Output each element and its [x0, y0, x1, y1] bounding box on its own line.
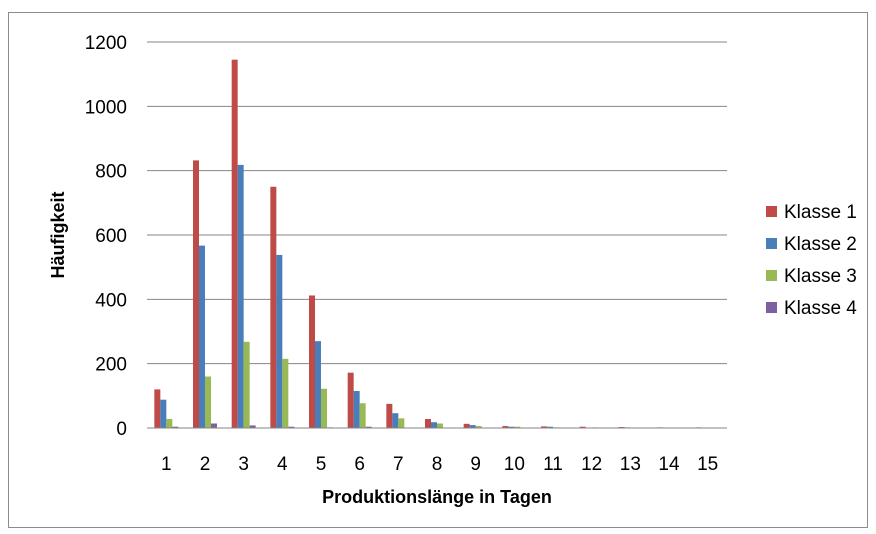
bar-klasse-3-cat-2	[205, 376, 211, 428]
y-axis-title: Häufigkeit	[48, 191, 68, 278]
x-tick-label: 2	[200, 454, 211, 475]
x-tick-label: 5	[316, 454, 327, 475]
y-tick-label: 200	[95, 355, 127, 376]
x-tick-label: 11	[543, 454, 563, 475]
x-tick-label: 8	[432, 454, 443, 475]
bar-klasse-2-cat-7	[392, 413, 399, 428]
bar-klasse-3-cat-9	[475, 426, 482, 428]
x-tick-label: 12	[581, 454, 602, 475]
bar-klasse-2-cat-11	[547, 426, 553, 428]
bar-klasse-3-cat-1	[166, 418, 173, 428]
bar-klasse-2-cat-4	[276, 254, 283, 428]
x-tick-label: 4	[277, 454, 288, 475]
x-tick-label: 3	[238, 454, 249, 475]
bar-klasse-3-cat-5	[321, 388, 327, 428]
legend-swatch-klasse-1	[766, 206, 777, 217]
bar-klasse-4-cat-3	[249, 425, 256, 428]
x-tick-label: 15	[697, 454, 718, 475]
legend-swatch-klasse-4	[766, 302, 777, 313]
bar-klasse-2-cat-2	[199, 245, 205, 428]
bar-klasse-1-cat-4	[270, 186, 277, 428]
legend-swatch-klasse-3	[766, 270, 777, 281]
bar-klasse-1-cat-3	[231, 59, 238, 429]
x-tick-label: 14	[658, 454, 680, 475]
bars	[154, 59, 702, 429]
legend-swatch-klasse-2	[766, 238, 777, 249]
bar-klasse-2-cat-3	[237, 164, 244, 429]
bar-klasse-4-cat-6	[365, 426, 372, 428]
bar-klasse-1-cat-6	[347, 372, 354, 428]
bar-klasse-1-cat-11	[541, 426, 548, 428]
x-tick-labels: 1 2 3 4 5 6 7 8 9 10 11 12 13 14 15	[161, 454, 718, 475]
legend-label: Klasse 3	[784, 266, 857, 287]
bar-klasse-2-cat-1	[160, 399, 167, 428]
x-tick-label: 9	[470, 454, 481, 475]
legend-label: Klasse 1	[784, 202, 857, 223]
bar-klasse-1-cat-2	[193, 160, 200, 428]
y-tick-label: 1200	[85, 33, 127, 54]
y-tick-label: 400	[95, 290, 127, 311]
bar-klasse-2-cat-5	[315, 341, 321, 428]
bar-klasse-4-cat-2	[210, 423, 217, 428]
x-tick-label: 1	[161, 454, 172, 475]
bar-klasse-1-cat-5	[309, 295, 316, 428]
legend: Klasse 1 Klasse 2 Klasse 3 Klasse 4	[766, 202, 857, 319]
bar-klasse-3-cat-8	[437, 423, 443, 428]
bar-klasse-1-cat-12	[579, 426, 586, 428]
bar-klasse-2-cat-6	[353, 391, 360, 428]
bar-klasse-1-cat-10	[502, 426, 509, 428]
chart-frame	[8, 12, 868, 528]
bar-klasse-1-cat-8	[425, 418, 432, 428]
x-tick-label: 7	[393, 454, 404, 475]
y-tick-label: 1000	[85, 97, 127, 118]
bar-klasse-1-cat-1	[154, 389, 161, 428]
y-tick-label: 0	[116, 419, 127, 440]
bar-klasse-2-cat-8	[431, 422, 437, 428]
bar-klasse-3-cat-7	[398, 418, 405, 428]
bar-klasse-4-cat-4	[288, 426, 295, 428]
y-tick-label: 600	[95, 226, 127, 247]
x-tick-label: 6	[354, 454, 365, 475]
bar-klasse-2-cat-10	[508, 426, 515, 428]
legend-label: Klasse 2	[784, 234, 857, 255]
bar-klasse-1-cat-7	[386, 403, 393, 428]
x-tick-label: 13	[620, 454, 641, 475]
bar-klasse-3-cat-10	[514, 426, 521, 428]
bar-klasse-3-cat-6	[359, 403, 366, 428]
legend-label: Klasse 4	[784, 298, 857, 319]
bar-klasse-4-cat-1	[172, 426, 179, 428]
bar-klasse-3-cat-4	[282, 358, 289, 428]
bar-klasse-2-cat-9	[469, 425, 476, 428]
x-axis-title: Produktionslänge in Tagen	[322, 487, 552, 507]
y-tick-label: 800	[95, 162, 127, 183]
bar-klasse-3-cat-3	[243, 341, 250, 428]
bar-klasse-1-cat-9	[463, 423, 470, 428]
x-tick-label: 10	[504, 454, 525, 475]
y-tick-labels: 0 200 400 600 800 1000 1200	[85, 33, 127, 440]
